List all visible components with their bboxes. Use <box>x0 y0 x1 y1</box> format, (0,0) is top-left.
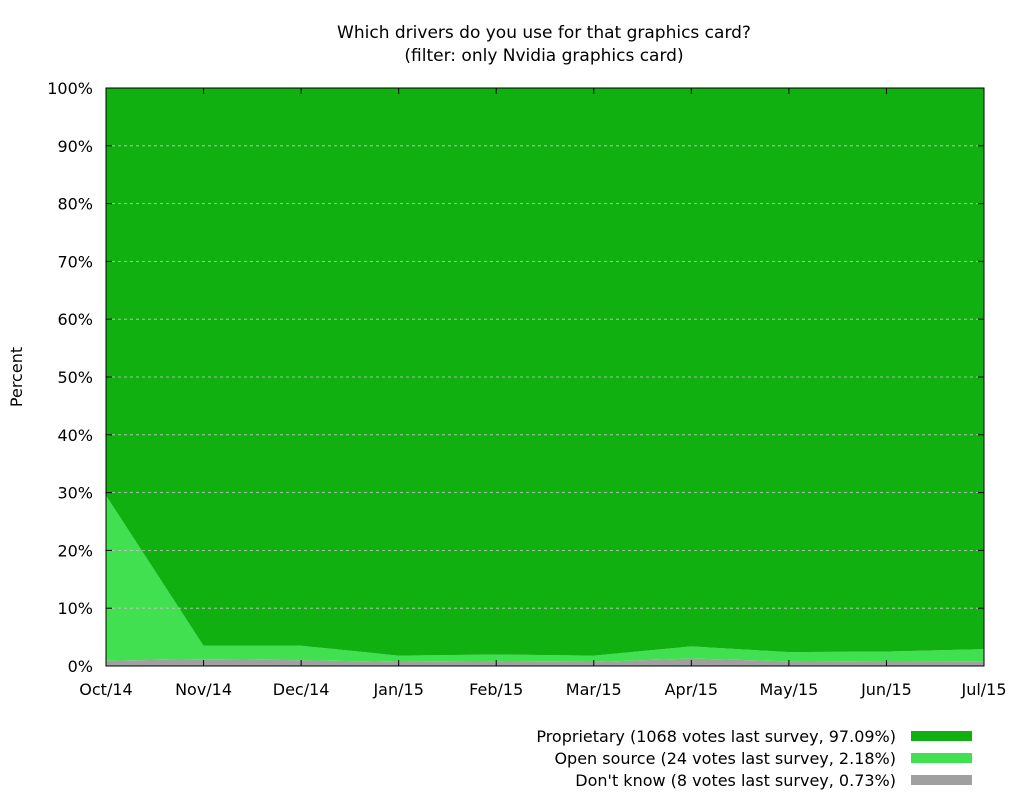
y-tick-label: 100% <box>47 79 93 98</box>
chart-title: Which drivers do you use for that graphi… <box>337 23 751 43</box>
y-axis-label: Percent <box>7 347 26 407</box>
area-layer <box>106 88 984 666</box>
x-tick-label: Mar/15 <box>566 680 622 699</box>
y-tick-label: 30% <box>57 484 93 503</box>
x-tick-label: Apr/15 <box>665 680 718 699</box>
legend-label: Don't know (8 votes last survey, 0.73%) <box>575 771 896 790</box>
legend-swatch <box>911 731 972 741</box>
legend: Proprietary (1068 votes last survey, 97.… <box>536 727 972 790</box>
x-tick-label: Jun/15 <box>860 680 912 699</box>
y-tick-label: 10% <box>57 599 93 618</box>
y-tick-label: 60% <box>57 310 93 329</box>
y-tick-label: 20% <box>57 541 93 560</box>
x-tick-label: May/15 <box>759 680 818 699</box>
y-tick-label: 80% <box>57 195 93 214</box>
area-series-1 <box>106 495 984 662</box>
legend-swatch <box>911 775 972 785</box>
legend-label: Proprietary (1068 votes last survey, 97.… <box>536 727 896 746</box>
gridlines <box>106 145 984 609</box>
chart-subtitle: (filter: only Nvidia graphics card) <box>404 46 683 66</box>
y-tick-label: 40% <box>57 426 93 445</box>
y-tick-label: 70% <box>57 252 93 271</box>
legend-swatch <box>911 753 972 763</box>
x-tick-label: Nov/14 <box>175 680 232 699</box>
area-series-0 <box>106 658 984 666</box>
x-tick-label: Oct/14 <box>79 680 132 699</box>
x-tick-label: Feb/15 <box>469 680 523 699</box>
x-tick-label: Dec/14 <box>273 680 330 699</box>
y-tick-label: 50% <box>57 368 93 387</box>
y-tick-label: 90% <box>57 137 93 156</box>
x-tick-label: Jul/15 <box>960 680 1006 699</box>
y-axis-ticks: 0% 10% 20% 30% 40% 50% 60% 70% 80% 90% 100% <box>47 79 984 676</box>
legend-label: Open source (24 votes last survey, 2.18%… <box>554 749 896 768</box>
area-series-2 <box>106 88 984 656</box>
y-tick-label: 0% <box>68 657 93 676</box>
x-tick-label: Jan/15 <box>372 680 423 699</box>
x-axis-ticks: Oct/14 Nov/14 Dec/14 Jan/15 Feb/15 Mar/15 Apr/… <box>79 88 1007 699</box>
